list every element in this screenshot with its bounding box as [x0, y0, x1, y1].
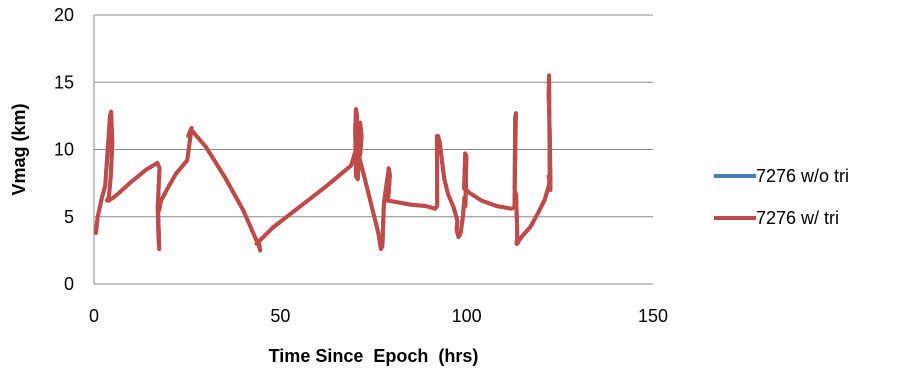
x-tick-label: 0 [89, 306, 99, 326]
series-line-1 [93, 73, 553, 253]
y-tick-label: 20 [54, 5, 74, 25]
legend-label-1: 7276 w/o tri [756, 166, 849, 186]
series-lines [93, 73, 553, 253]
gridlines [94, 14, 653, 285]
x-axis-title: Time Since Epoch (hrs) [269, 346, 479, 366]
legend: 7276 w/o tri 7276 w/ tri [714, 166, 849, 228]
series-line-2 [93, 73, 553, 253]
x-tick-label: 50 [270, 306, 290, 326]
y-tick-label: 15 [54, 72, 74, 92]
x-tick-label: 150 [638, 306, 668, 326]
x-tick-label: 100 [452, 306, 482, 326]
y-tick-label: 0 [64, 274, 74, 294]
y-tick-label: 10 [54, 140, 74, 160]
y-axis-title: Vmag (km) [9, 103, 29, 195]
tick-labels: 0 5 10 15 20 0 50 100 150 [54, 5, 668, 326]
y-tick-label: 5 [64, 207, 74, 227]
legend-label-2: 7276 w/ tri [756, 208, 839, 228]
